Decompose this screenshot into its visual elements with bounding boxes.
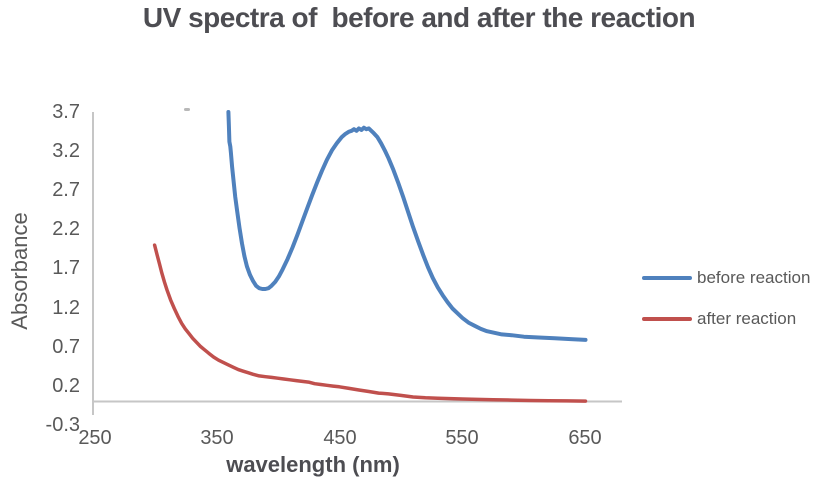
y-tick-label: 0.7 xyxy=(52,336,80,358)
before-reaction-curve xyxy=(226,110,588,342)
x-tick-label: 450 xyxy=(323,427,357,449)
y-tick-label: 3.2 xyxy=(52,140,80,162)
x-axis-title: wavelength (nm) xyxy=(226,452,400,477)
stray-mark-artifact xyxy=(184,108,190,111)
y-tick-label: 1.2 xyxy=(52,297,80,319)
x-tick-label: 550 xyxy=(445,427,479,449)
y-tick-label: 0.2 xyxy=(52,375,80,397)
before-reaction-line-swatch xyxy=(642,276,692,280)
y-tick-label: 1.7 xyxy=(52,257,80,279)
legend-label: after reaction xyxy=(697,309,797,328)
legend-label: before reaction xyxy=(697,268,811,287)
y-tick-label: -0.3 xyxy=(45,414,80,436)
y-tick-label: 2.2 xyxy=(52,218,80,240)
after-reaction-curve xyxy=(152,243,588,403)
after-reaction-line-swatch xyxy=(642,317,692,321)
y-axis-title: Absorbance xyxy=(7,212,32,330)
legend-item-before-reaction: before reaction xyxy=(642,268,810,288)
y-tick-label: 3.7 xyxy=(52,101,80,123)
x-tick-label: 250 xyxy=(78,427,112,449)
y-tick-label: 2.7 xyxy=(52,179,80,201)
legend-item-after-reaction: after reaction xyxy=(642,309,796,329)
x-tick-label: 650 xyxy=(568,427,602,449)
x-tick-label: 350 xyxy=(200,427,234,449)
chart-title: UV spectra of before and after the react… xyxy=(142,2,696,33)
